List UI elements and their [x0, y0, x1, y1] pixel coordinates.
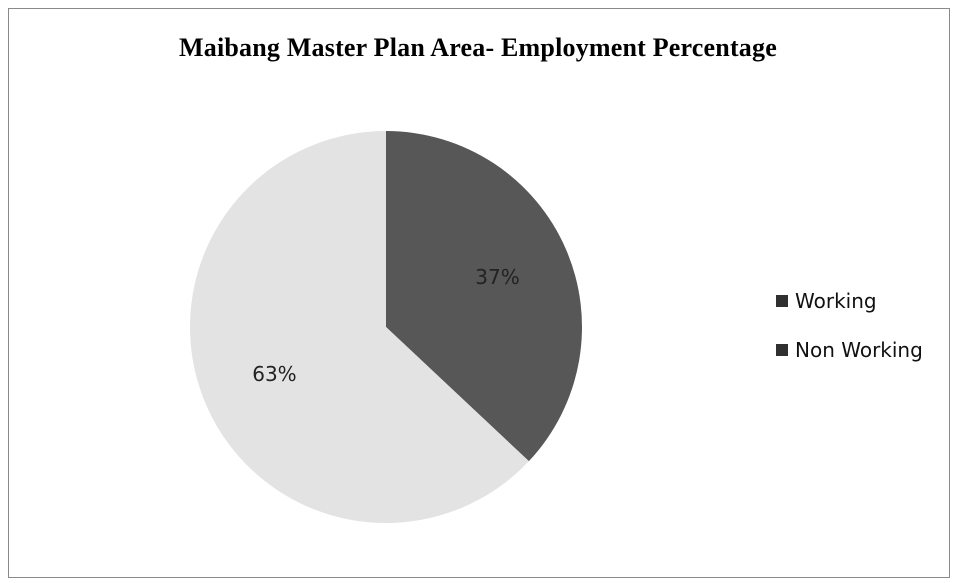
data-label-working: 37% [475, 265, 519, 289]
legend-item-non-working: Non Working [776, 336, 923, 364]
legend-item-working: Working [776, 287, 923, 315]
legend: Working Non Working [776, 287, 923, 385]
pie-slice-non-working [190, 131, 529, 523]
legend-swatch-non-working [776, 344, 788, 356]
chart-title: Maibang Master Plan Area- Employment Per… [179, 33, 777, 62]
pie-slice-working [386, 131, 582, 462]
legend-label-working: Working [795, 289, 877, 313]
legend-label-non-working: Non Working [795, 338, 923, 362]
legend-swatch-working [776, 295, 788, 307]
data-label-non-working: 63% [252, 362, 296, 386]
